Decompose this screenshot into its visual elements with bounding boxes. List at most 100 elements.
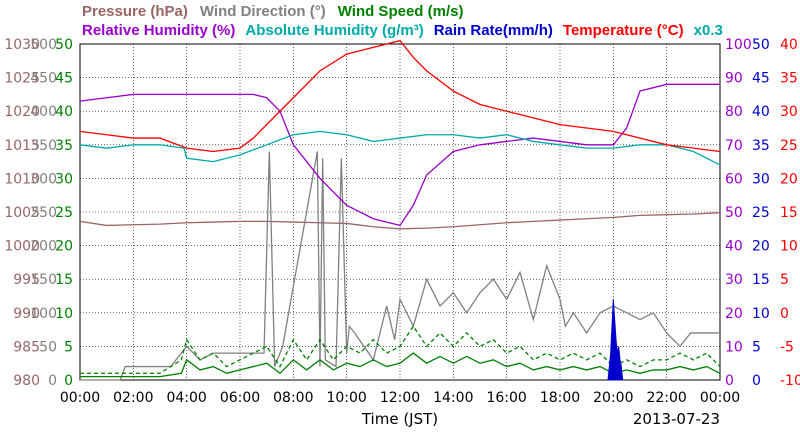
y-tick-label-rain-rate: 20 — [752, 239, 770, 255]
y-tick-label-pressure: 1010 — [4, 171, 40, 187]
x-tick-label: 04:00 — [166, 390, 206, 406]
y-tick-label-pressure: 1015 — [4, 138, 40, 154]
y-tick-label-wind-speed: 0 — [64, 373, 73, 389]
x-tick-label: 20:00 — [593, 390, 633, 406]
y-tick-label-pressure: 990 — [13, 306, 40, 322]
date-label: 2013-07-23 — [633, 410, 720, 428]
y-tick-label-wind-speed: 45 — [55, 71, 73, 87]
y-tick-label-wind-direction: 250 — [30, 205, 57, 221]
y-tick-label-pressure: 1025 — [4, 71, 40, 87]
y-tick-label-humidity: 100 — [725, 37, 752, 53]
y-tick-label-pressure: 1000 — [4, 239, 40, 255]
x-tick-label: 02:00 — [113, 390, 153, 406]
y-tick-label-temperature: 30 — [780, 104, 798, 120]
axes: 1030102510201015101010051000995990985980… — [4, 37, 800, 406]
y-tick-label-humidity: 80 — [725, 104, 743, 120]
y-tick-label-wind-direction: 350 — [30, 138, 57, 154]
y-tick-label-temperature: 40 — [780, 37, 798, 53]
y-tick-label-humidity: 20 — [725, 306, 743, 322]
series-pressure-hpa — [79, 212, 721, 230]
y-tick-label-humidity: 0 — [725, 373, 734, 389]
y-tick-label-temperature: 5 — [780, 272, 789, 288]
y-tick-label-temperature: 35 — [780, 71, 798, 87]
x-tick-label: 06:00 — [220, 390, 260, 406]
y-tick-label-rain-rate: 30 — [752, 171, 770, 187]
y-tick-label-pressure: 1005 — [4, 205, 40, 221]
y-tick-label-humidity: 60 — [725, 171, 743, 187]
y-tick-label-rain-rate: 15 — [752, 272, 770, 288]
x-tick-label: 00:00 — [60, 390, 100, 406]
y-tick-label-wind-direction: 0 — [48, 373, 57, 389]
y-tick-label-rain-rate: 10 — [752, 306, 770, 322]
y-tick-label-humidity: 90 — [725, 71, 743, 87]
legend-item: Absolute Humidity (g/m³) — [245, 22, 423, 39]
legend-item: Wind Direction (°) — [200, 3, 326, 20]
legend: Pressure (hPa) Wind Direction (°) Wind Spe… — [82, 3, 723, 39]
y-tick-label-rain-rate: 45 — [752, 71, 770, 87]
y-tick-label-humidity: 10 — [725, 339, 743, 355]
y-tick-label-rain-rate: 0 — [752, 373, 761, 389]
y-tick-label-temperature: 15 — [780, 205, 798, 221]
legend-item: Temperature (°C) — [563, 22, 684, 39]
series-relative-humidity — [79, 83, 720, 227]
y-tick-label-wind-direction: 300 — [30, 171, 57, 187]
y-tick-label-temperature: -10 — [780, 373, 800, 389]
y-tick-label-wind-direction: 400 — [30, 104, 57, 120]
y-tick-label-wind-direction: 500 — [30, 37, 57, 53]
y-tick-label-rain-rate: 25 — [752, 205, 770, 221]
y-tick-label-wind-speed: 25 — [55, 205, 73, 221]
y-tick-label-rain-rate: 35 — [752, 138, 770, 154]
y-tick-label-wind-direction: 50 — [39, 339, 57, 355]
series-rain-rate-mm-h — [607, 299, 624, 381]
x-tick-label: 22:00 — [646, 390, 686, 406]
y-tick-label-temperature: 10 — [780, 239, 798, 255]
x-tick-label: 12:00 — [380, 390, 420, 406]
y-tick-label-pressure: 995 — [13, 272, 40, 288]
y-tick-label-pressure: 980 — [13, 373, 40, 389]
legend-item: Wind Speed (m/s) — [338, 3, 464, 20]
legend-item: Pressure (hPa) — [82, 3, 188, 20]
y-tick-label-temperature: 20 — [780, 171, 798, 187]
series-wind-speed-m-s-gust — [80, 325, 721, 374]
y-tick-label-wind-direction: 150 — [30, 272, 57, 288]
series-wind-direction — [80, 151, 720, 381]
y-tick-label-pressure: 1020 — [4, 104, 40, 120]
y-tick-label-wind-speed: 5 — [64, 339, 73, 355]
y-tick-label-rain-rate: 50 — [752, 37, 770, 53]
x-tick-label: 08:00 — [273, 390, 313, 406]
x-tick-label: 10:00 — [326, 390, 366, 406]
x-tick-label: 00:00 — [700, 390, 740, 406]
series-layer — [79, 39, 721, 381]
legend-item: Rain Rate(mm/h) — [434, 22, 553, 39]
legend-item: x0.3 — [694, 22, 723, 39]
y-tick-label-rain-rate: 40 — [752, 104, 770, 120]
x-tick-label: 18:00 — [540, 390, 580, 406]
y-tick-label-humidity: 70 — [725, 138, 743, 154]
y-tick-label-wind-speed: 20 — [55, 239, 73, 255]
y-tick-label-temperature: 0 — [780, 306, 789, 322]
series-temperature-c — [79, 39, 721, 153]
y-tick-label-wind-direction: 450 — [30, 71, 57, 87]
y-tick-label-wind-speed: 30 — [55, 171, 73, 187]
y-tick-label-temperature: 25 — [780, 138, 798, 154]
y-tick-label-wind-speed: 40 — [55, 104, 73, 120]
x-tick-label: 16:00 — [486, 390, 526, 406]
y-tick-label-humidity: 50 — [725, 205, 743, 221]
y-tick-label-wind-speed: 15 — [55, 272, 73, 288]
x-axis-title: Time (JST) — [361, 410, 438, 428]
y-tick-label-humidity: 30 — [725, 272, 743, 288]
y-tick-label-wind-direction: 200 — [30, 239, 57, 255]
y-tick-label-wind-direction: 100 — [30, 306, 57, 322]
y-tick-label-pressure: 1030 — [4, 37, 40, 53]
y-tick-label-humidity: 40 — [725, 239, 743, 255]
plot-area — [79, 43, 721, 381]
y-tick-label-rain-rate: 5 — [752, 339, 761, 355]
y-tick-label-pressure: 985 — [13, 339, 40, 355]
y-tick-label-wind-speed: 50 — [55, 37, 73, 53]
y-tick-label-wind-speed: 10 — [55, 306, 73, 322]
y-tick-label-wind-speed: 35 — [55, 138, 73, 154]
y-tick-label-temperature: -5 — [780, 339, 794, 355]
series-absolute-humidity-g-m — [79, 130, 721, 166]
legend-item: Relative Humidity (%) — [82, 22, 235, 39]
